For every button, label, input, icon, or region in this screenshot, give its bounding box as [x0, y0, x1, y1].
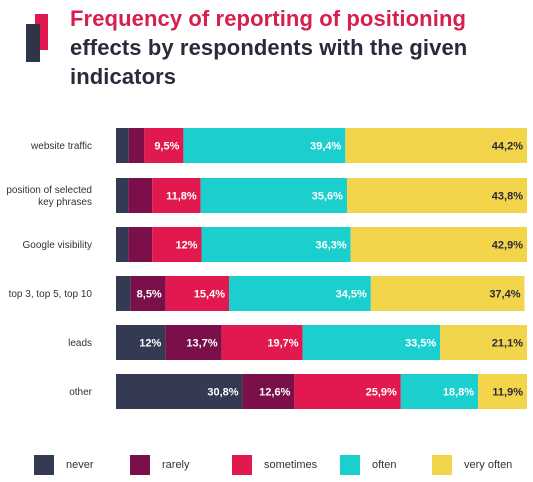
- data-label-top-3-top-5-top-10-rarely: 8,5%: [137, 289, 162, 301]
- legend-label: never: [66, 459, 94, 471]
- bar-top-3-top-5-top-10-very-often: [370, 276, 525, 311]
- data-label-leads-rarely: 13,7%: [186, 338, 217, 350]
- title-line-2: effects by respondents with the given: [70, 35, 468, 60]
- brand-logo: [26, 14, 48, 62]
- data-label-other-rarely: 12,6%: [259, 387, 290, 399]
- bar-other-rarely: [242, 374, 295, 409]
- bar-position-of-selected-key-phrases-rarely: [128, 178, 153, 213]
- data-label-other-never: 30,8%: [207, 387, 238, 399]
- legend-swatch: [340, 455, 360, 475]
- bar-position-of-selected-key-phrases-sometimes: [152, 178, 201, 213]
- bar-top-3-top-5-top-10-sometimes: [165, 276, 230, 311]
- data-label-leads-never: 12%: [139, 338, 161, 350]
- data-label-leads-sometimes: 19,7%: [267, 338, 298, 350]
- bar-website-traffic-sometimes: [144, 128, 184, 163]
- data-label-google-visibility-very-often: 42,9%: [492, 240, 523, 252]
- legend-label: often: [372, 459, 397, 471]
- legend-label: sometimes: [264, 459, 318, 471]
- bar-leads-never: [116, 325, 166, 360]
- data-label-google-visibility-often: 36,3%: [315, 240, 346, 252]
- data-label-top-3-top-5-top-10-sometimes: 15,4%: [194, 289, 225, 301]
- data-label-website-traffic-often: 39,4%: [310, 141, 341, 153]
- bar-website-traffic-very-often: [345, 128, 527, 163]
- legend-label: very often: [464, 459, 513, 471]
- data-label-top-3-top-5-top-10-very-often: 37,4%: [489, 289, 520, 301]
- bar-google-visibility-sometimes: [152, 227, 202, 262]
- bar-position-of-selected-key-phrases-often: [200, 178, 347, 213]
- legend-swatch: [232, 455, 252, 475]
- bar-google-visibility-never: [116, 227, 129, 262]
- data-label-website-traffic-sometimes: 9,5%: [154, 141, 179, 153]
- chart-legend: never rarely sometimes often very often: [0, 455, 533, 479]
- legend-item-sometimes: sometimes: [232, 455, 317, 475]
- bar-website-traffic-often: [183, 128, 346, 163]
- bar-other-often: [400, 374, 479, 409]
- data-label-leads-very-often: 21,1%: [492, 338, 523, 350]
- legend-label: rarely: [162, 459, 190, 471]
- legend-swatch: [34, 455, 54, 475]
- legend-item-very-often: very often: [432, 455, 512, 475]
- data-label-other-very-often: 11,9%: [492, 387, 523, 399]
- data-label-position-of-selected-key-phrases-sometimes: 11,8%: [166, 191, 197, 203]
- title-line-3: indicators: [70, 64, 177, 89]
- legend-item-often: often: [340, 455, 396, 475]
- bar-other-sometimes: [294, 374, 401, 409]
- bar-other-very-often: [478, 374, 527, 409]
- category-label-google-visibility: Google visibility: [23, 240, 92, 251]
- category-label-website-traffic: website traffic: [30, 141, 92, 152]
- bar-top-3-top-5-top-10-often: [229, 276, 371, 311]
- data-label-position-of-selected-key-phrases-often: 35,6%: [312, 191, 343, 203]
- category-label-top-3-top-5-top-10: top 3, top 5, top 10: [9, 289, 93, 300]
- bar-leads-often: [302, 325, 441, 360]
- legend-item-never: never: [34, 455, 94, 475]
- category-label-other: other: [69, 387, 92, 398]
- bar-google-visibility-very-often: [350, 227, 527, 262]
- data-label-position-of-selected-key-phrases-very-often: 43,8%: [492, 191, 523, 203]
- data-label-other-sometimes: 25,9%: [366, 387, 397, 399]
- data-label-google-visibility-sometimes: 12%: [175, 240, 197, 252]
- bar-leads-rarely: [165, 325, 222, 360]
- bar-top-3-top-5-top-10-never: [116, 276, 131, 311]
- chart-title: Frequency of reporting of positioning ef…: [70, 4, 530, 91]
- bar-google-visibility-often: [201, 227, 351, 262]
- data-label-website-traffic-very-often: 44,2%: [492, 141, 523, 153]
- category-label-leads: leads: [68, 338, 92, 349]
- bar-website-traffic-never: [116, 128, 129, 163]
- bar-position-of-selected-key-phrases-never: [116, 178, 129, 213]
- data-label-other-often: 18,8%: [443, 387, 474, 399]
- title-line-1: Frequency of reporting of positioning: [70, 6, 467, 31]
- bar-website-traffic-rarely: [128, 128, 145, 163]
- legend-swatch: [130, 455, 150, 475]
- data-label-top-3-top-5-top-10-often: 34,5%: [336, 289, 367, 301]
- bar-position-of-selected-key-phrases-very-often: [346, 178, 527, 213]
- category-label-position-of-selected-key-phrases: position of selected key phrases: [6, 185, 92, 208]
- bar-leads-very-often: [440, 325, 527, 360]
- bar-leads-sometimes: [221, 325, 303, 360]
- legend-item-rarely: rarely: [130, 455, 190, 475]
- legend-swatch: [432, 455, 452, 475]
- bar-google-visibility-rarely: [128, 227, 153, 262]
- stacked-bar-chart: website traffic 9,5% 39,4% 44,2% position of…: [6, 128, 527, 409]
- bar-top-3-top-5-top-10-rarely: [130, 276, 166, 311]
- bar-other-never: [116, 374, 243, 409]
- data-label-leads-often: 33,5%: [405, 338, 436, 350]
